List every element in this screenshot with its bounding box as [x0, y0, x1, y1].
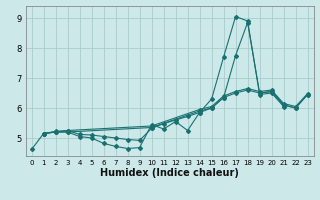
X-axis label: Humidex (Indice chaleur): Humidex (Indice chaleur): [100, 168, 239, 178]
